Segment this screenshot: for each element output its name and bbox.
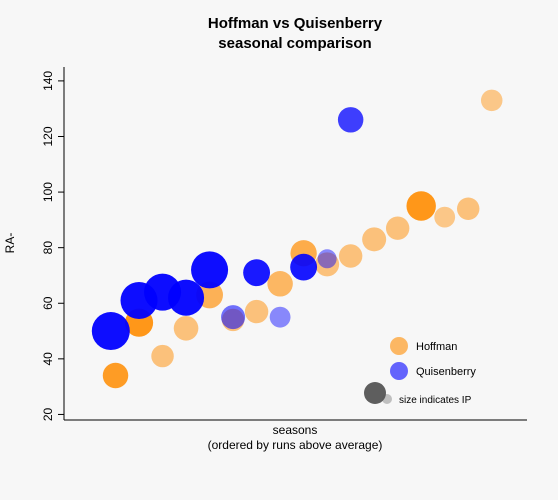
hoffman-point bbox=[173, 315, 199, 341]
x-axis-sublabel: (ordered by runs above average) bbox=[208, 438, 383, 452]
legend-size-small-icon bbox=[382, 394, 392, 404]
hoffman-point bbox=[456, 197, 480, 220]
y-tick-label: 80 bbox=[41, 241, 55, 255]
quisenberry-point bbox=[221, 305, 246, 330]
hoffman-point bbox=[267, 271, 293, 297]
legend-size-large-icon bbox=[364, 382, 386, 404]
quisenberry-point bbox=[337, 107, 364, 133]
quisenberry-point bbox=[269, 306, 291, 328]
y-tick-label: 20 bbox=[41, 407, 55, 421]
quisenberry-point bbox=[290, 253, 318, 281]
quisenberry-point bbox=[191, 251, 229, 289]
chart-title: Hoffman vs Quisenberry bbox=[208, 15, 383, 32]
hoffman-point bbox=[315, 252, 340, 277]
hoffman-point bbox=[480, 89, 503, 112]
legend-swatch-hoffman bbox=[390, 337, 408, 355]
hoffman-point bbox=[362, 227, 387, 252]
quisenberry-point bbox=[243, 259, 271, 287]
hoffman-point bbox=[244, 299, 269, 324]
hoffman-point bbox=[385, 216, 410, 240]
legend-label-hoffman: Hoffman bbox=[416, 341, 457, 353]
hoffman-point bbox=[102, 362, 129, 389]
data-points bbox=[91, 89, 503, 389]
y-tick-label: 40 bbox=[41, 352, 55, 366]
legend: Hoffman Quisenberry size indicates IP bbox=[364, 337, 476, 406]
x-axis-label: seasons bbox=[273, 423, 318, 437]
legend-swatch-quisenberry bbox=[390, 362, 408, 380]
quisenberry-point bbox=[317, 249, 337, 269]
hoffman-point bbox=[151, 344, 174, 368]
quisenberry-point bbox=[168, 279, 205, 316]
hoffman-point bbox=[406, 191, 436, 221]
y-tick-label: 60 bbox=[41, 296, 55, 310]
hoffman-point bbox=[338, 244, 363, 268]
quisenberry-point bbox=[91, 312, 130, 351]
legend-size-note: size indicates IP bbox=[399, 395, 472, 406]
hoffman-point bbox=[434, 206, 456, 228]
y-tick-label: 140 bbox=[41, 71, 55, 91]
y-axis-ticks: 20 40 60 80 100 120 140 bbox=[41, 71, 64, 421]
y-tick-label: 100 bbox=[41, 182, 55, 202]
y-axis-label: RA- bbox=[3, 233, 17, 254]
y-tick-label: 120 bbox=[41, 126, 55, 146]
chart-subtitle: seasonal comparison bbox=[218, 35, 371, 52]
legend-label-quisenberry: Quisenberry bbox=[416, 366, 476, 378]
